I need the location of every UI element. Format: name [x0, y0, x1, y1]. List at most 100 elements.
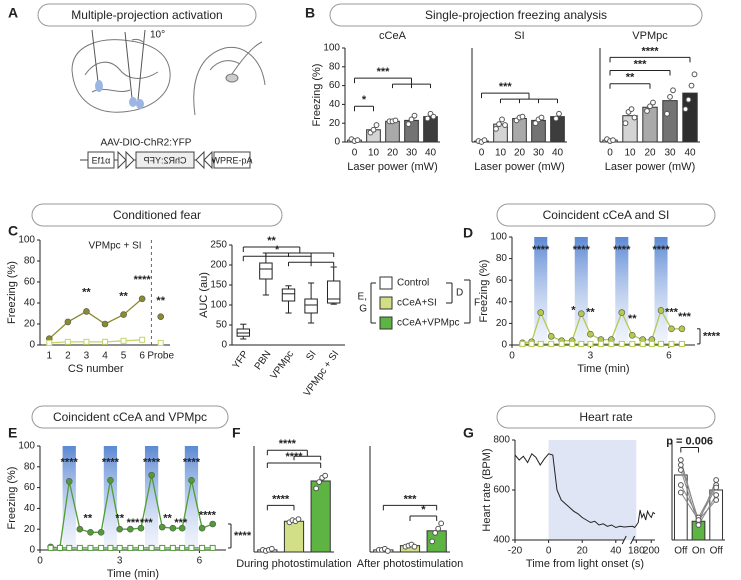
- data-point: [677, 462, 684, 468]
- sig-label: ****: [143, 457, 161, 469]
- data-point: [628, 106, 635, 112]
- data-point: [664, 110, 670, 117]
- x-tick-label: YFP: [231, 349, 251, 372]
- x-tick-label: 30: [664, 148, 676, 159]
- sig-label: **: [119, 291, 128, 303]
- promoter: Ef1α: [92, 155, 111, 165]
- marker: [179, 544, 186, 551]
- x-tick-label: On: [692, 546, 705, 557]
- x-tick-label: 2: [65, 351, 71, 362]
- marker: [127, 544, 134, 551]
- legend-label: cCeA+VPMpc: [397, 318, 460, 329]
- target: [136, 99, 144, 109]
- x-tick-label: 20: [514, 148, 526, 159]
- sig-label: ***: [499, 81, 513, 93]
- marker: [148, 544, 155, 551]
- data-point: [610, 137, 616, 144]
- paired-line: [680, 492, 699, 521]
- y-tick-label: 40: [24, 298, 36, 309]
- panel-title: Coincident cCeA and VPMpc: [53, 410, 207, 424]
- x-tick-label: 0: [479, 148, 485, 159]
- x-tick-label: 3: [84, 351, 90, 362]
- paired-line: [698, 487, 717, 521]
- x-axis-label: Laser power (mW): [347, 161, 437, 173]
- fiber: [124, 31, 133, 99]
- marker: [558, 340, 565, 347]
- marker: [116, 544, 123, 551]
- data-point: [650, 99, 656, 106]
- legend-swatch: [379, 276, 393, 290]
- construct: [80, 150, 252, 170]
- angle-arc: [131, 38, 144, 43]
- data-point: [670, 87, 676, 94]
- sig-label: ****: [532, 244, 550, 256]
- tail-box: [213, 151, 251, 169]
- x-tick-label: 10: [495, 148, 507, 159]
- y-tick-label: 250: [210, 240, 227, 251]
- marker: [188, 544, 195, 551]
- x-tick-label: 40: [610, 546, 622, 557]
- y-tick-label: 50: [216, 320, 228, 331]
- legend-label: cCeA+SI: [397, 298, 437, 309]
- data-point: [408, 116, 415, 123]
- x-tick-label: 40: [684, 148, 696, 159]
- y-tick-label: 400: [493, 535, 510, 546]
- marker: [199, 544, 206, 551]
- y-tick-label: 60: [24, 482, 36, 493]
- bar: [682, 92, 698, 143]
- y-tick-label: 100: [323, 43, 340, 54]
- legend-letter: G: [359, 304, 367, 315]
- paired-line: [698, 494, 717, 526]
- x-tick-label: 10: [368, 148, 380, 159]
- brain-outline: [71, 39, 171, 113]
- x-tick-label: Off: [674, 546, 687, 557]
- x-tick-label: Off: [710, 546, 723, 557]
- data-point: [295, 516, 302, 523]
- marker: [137, 544, 144, 551]
- sig-label: **: [115, 513, 124, 525]
- sig-label: ****: [272, 493, 290, 505]
- legend-letter: D: [456, 288, 463, 299]
- x-tick-label: Probe: [147, 351, 174, 362]
- marker: [64, 318, 72, 326]
- marker: [569, 340, 576, 347]
- data-point: [553, 115, 559, 122]
- y-tick-label: 60: [496, 275, 508, 286]
- box: [304, 298, 318, 314]
- sig-label: **: [82, 286, 91, 298]
- legend-letter: F: [474, 298, 480, 309]
- data-point: [481, 137, 488, 144]
- stim-shade: [574, 237, 588, 345]
- y-tick-label: 20: [329, 118, 341, 129]
- sig-label: ****: [102, 457, 120, 469]
- sig-label: ****: [183, 457, 201, 469]
- panel-title: Multiple-projection activation: [71, 8, 222, 22]
- y-tick-label: 60: [24, 277, 36, 288]
- data-point: [691, 71, 698, 78]
- sig-label: ****: [703, 330, 721, 342]
- sig-label: ***: [404, 493, 418, 505]
- sig-label: **: [586, 307, 595, 319]
- x-tick-label: 0: [37, 556, 43, 567]
- box: [259, 262, 273, 280]
- data-point: [677, 457, 684, 463]
- marker: [157, 339, 164, 346]
- chart-title: SI: [514, 30, 524, 42]
- sig-label: ****: [234, 530, 252, 542]
- data-point: [424, 115, 431, 122]
- marker: [639, 340, 646, 347]
- sig-label: ***: [140, 517, 154, 529]
- x-tick-label: 5: [121, 351, 127, 362]
- title-box: [329, 3, 703, 27]
- y-tick-label: 60: [329, 80, 341, 91]
- x-tick-label: 4: [102, 351, 108, 362]
- x-tick-label: 6: [139, 351, 145, 362]
- marker: [209, 544, 216, 551]
- data-point: [435, 525, 442, 532]
- marker: [587, 330, 594, 338]
- x-tick-label: 0: [352, 148, 358, 159]
- marker: [169, 544, 176, 551]
- data-point: [430, 113, 437, 120]
- marker: [116, 525, 124, 533]
- marker: [56, 544, 63, 551]
